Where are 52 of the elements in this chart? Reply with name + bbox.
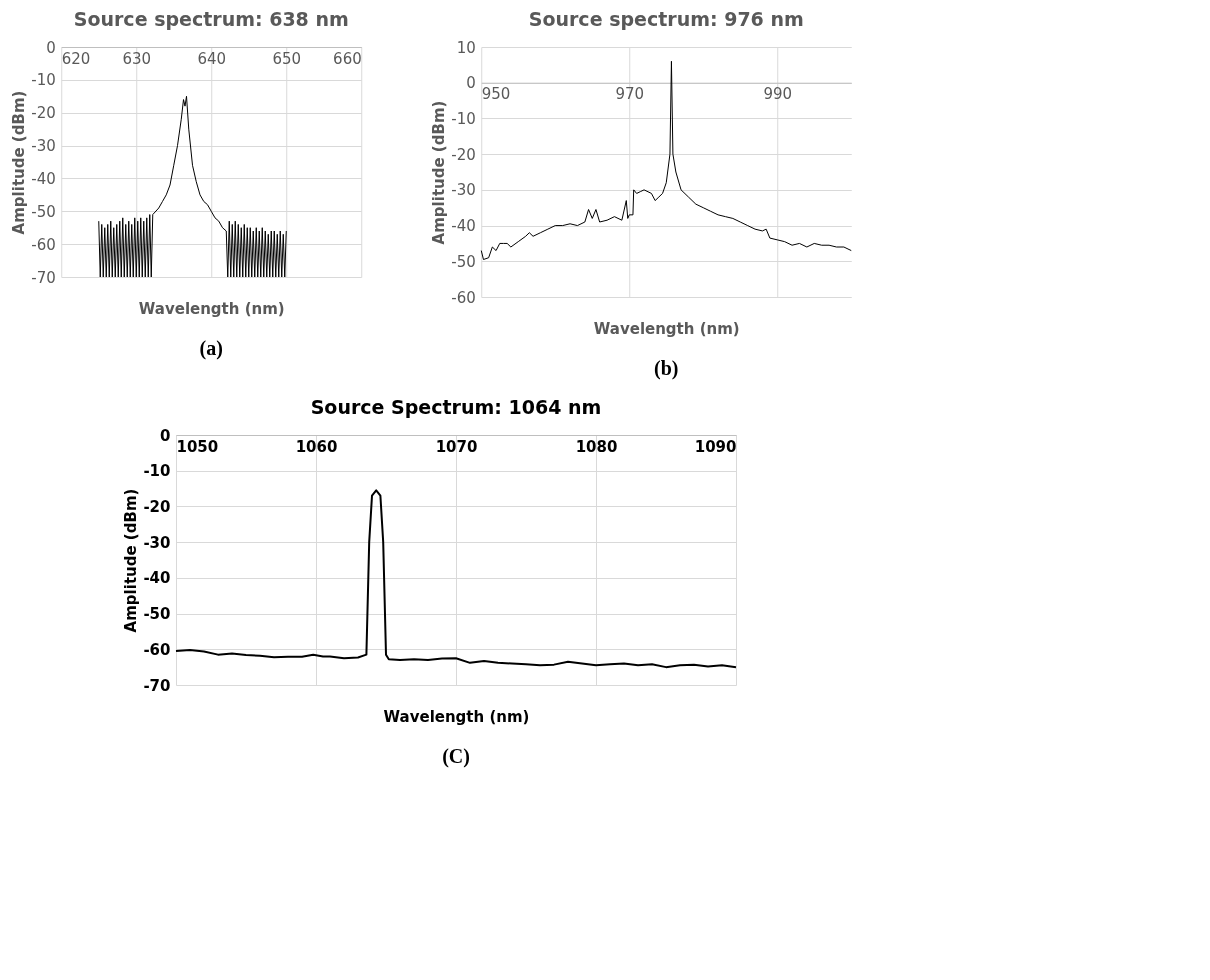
y-tick-label: -40 — [31, 169, 56, 188]
y-tick-label: -50 — [451, 252, 476, 271]
x-tick-label: 1050 — [176, 437, 219, 456]
x-tick-label: 1080 — [575, 437, 618, 456]
line-series — [480, 60, 852, 260]
x-tick-label: 950 — [481, 85, 511, 104]
y-tick-label: -20 — [143, 497, 171, 516]
chart-title: Source Spectrum: 1064 nm — [310, 396, 602, 418]
x-tick-label: 990 — [763, 85, 793, 104]
y-tick-label: -10 — [31, 71, 56, 90]
y-tick-label: -60 — [31, 235, 56, 254]
y-tick-label: -60 — [143, 640, 171, 659]
y-tick-label: -70 — [31, 268, 56, 287]
x-axis-title: Wavelength (nm) — [138, 299, 285, 318]
y-tick-label: -20 — [31, 104, 56, 123]
chart-title: Source spectrum: 976 nm — [528, 8, 804, 30]
y-tick-label: -10 — [143, 462, 171, 481]
y-axis-title: Amplitude (dBm) — [10, 90, 29, 235]
y-axis-title: Amplitude (dBm) — [122, 488, 141, 633]
line-series — [98, 95, 287, 278]
y-tick-label: 0 — [46, 38, 56, 57]
x-tick-label: 1090 — [694, 437, 737, 456]
chart-title: Source spectrum: 638 nm — [73, 8, 349, 30]
y-tick-label: -30 — [143, 533, 171, 552]
y-tick-label: -70 — [143, 676, 171, 695]
y-axis-title: Amplitude (dBm) — [430, 100, 449, 245]
y-tick-label: -30 — [451, 181, 476, 200]
y-tick-label: -40 — [143, 569, 171, 588]
y-tick-label: 0 — [160, 426, 171, 445]
text: (b) — [654, 357, 679, 380]
y-tick-label: -50 — [31, 202, 56, 221]
x-tick-label: 1060 — [295, 437, 338, 456]
y-tick-label: -50 — [143, 605, 171, 624]
x-tick-label: 1070 — [435, 437, 478, 456]
y-tick-label: 10 — [456, 38, 476, 57]
x-tick-label: 620 — [61, 49, 91, 68]
y-tick-label: -30 — [31, 137, 56, 156]
x-tick-label: 970 — [615, 85, 645, 104]
y-tick-label: -60 — [451, 288, 476, 307]
y-tick-label: 0 — [466, 74, 476, 93]
line-series — [175, 489, 737, 669]
x-axis-title: Wavelength (nm) — [593, 319, 740, 338]
y-tick-label: -10 — [451, 109, 476, 128]
x-tick-label: 660 — [333, 49, 362, 68]
text: (C) — [442, 745, 470, 768]
x-tick-label: 640 — [197, 49, 227, 68]
text: (a) — [199, 337, 223, 360]
y-tick-label: -40 — [451, 217, 476, 236]
y-tick-label: -20 — [451, 145, 476, 164]
x-axis-title: Wavelength (nm) — [383, 707, 530, 726]
x-tick-label: 650 — [272, 49, 302, 68]
x-tick-label: 630 — [122, 49, 152, 68]
